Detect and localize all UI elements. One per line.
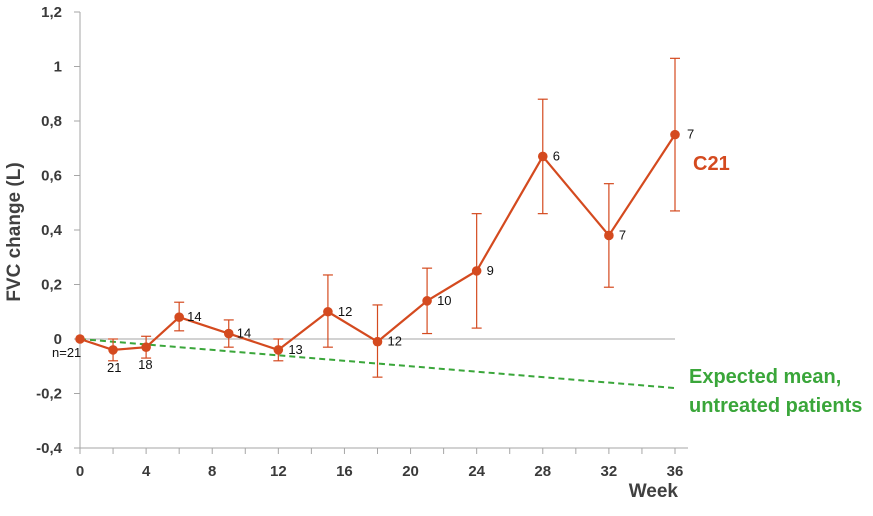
sample-size-label: 12 [338, 304, 352, 319]
sample-size-label: 9 [487, 263, 494, 278]
data-point [141, 342, 151, 352]
y-tick-label: 0,8 [41, 113, 62, 130]
sample-size-label: 14 [237, 326, 251, 341]
data-point [223, 328, 234, 339]
data-point [323, 306, 333, 317]
sample-size-label: 7 [619, 227, 626, 242]
x-tick-label: 20 [402, 463, 419, 480]
sample-size-label: 6 [553, 148, 560, 163]
data-point [422, 296, 432, 306]
series-label-c21: C21 [693, 153, 730, 175]
x-tick-label: 12 [270, 463, 287, 480]
y-tick-label: -0,4 [36, 440, 63, 457]
data-point [75, 334, 85, 344]
sample-size-label: 12 [388, 334, 402, 349]
x-tick-label: 32 [601, 463, 618, 480]
x-tick-label: 4 [142, 463, 151, 480]
x-tick-label: 24 [468, 463, 485, 480]
sample-size-label: 13 [288, 342, 302, 357]
data-point [174, 312, 184, 323]
data-point [604, 230, 614, 241]
y-tick-label: 1 [54, 59, 62, 76]
sample-size-label: 10 [437, 293, 451, 308]
data-point [471, 266, 482, 276]
data-point [372, 336, 383, 347]
y-tick-label: 0,4 [41, 222, 63, 239]
data-point [108, 345, 118, 355]
y-tick-label: 0,6 [41, 168, 62, 185]
sample-size-label: 14 [187, 309, 201, 324]
x-tick-label: 0 [76, 463, 84, 480]
data-point [537, 151, 548, 162]
data-point [273, 345, 284, 355]
y-tick-label: 0 [54, 331, 62, 348]
y-tick-label: 0,2 [41, 277, 62, 294]
series-label-expected-line2: untreated patients [689, 395, 862, 417]
x-tick-label: 36 [667, 463, 684, 480]
sample-size-label: n=21 [52, 345, 81, 360]
y-tick-label: -0,2 [36, 386, 62, 403]
y-axis-title: FVC change (L) [4, 162, 25, 301]
sample-size-label: 21 [107, 360, 121, 375]
y-tick-label: 1,2 [41, 4, 62, 21]
sample-size-label: 18 [138, 357, 152, 372]
sample-size-label: 7 [687, 127, 694, 142]
x-tick-label: 28 [534, 463, 551, 480]
data-point [670, 129, 680, 140]
x-tick-label: 16 [336, 463, 353, 480]
x-tick-label: 8 [208, 463, 216, 480]
series-label-expected-line1: Expected mean, [689, 366, 841, 388]
x-axis-title: Week [629, 481, 679, 502]
